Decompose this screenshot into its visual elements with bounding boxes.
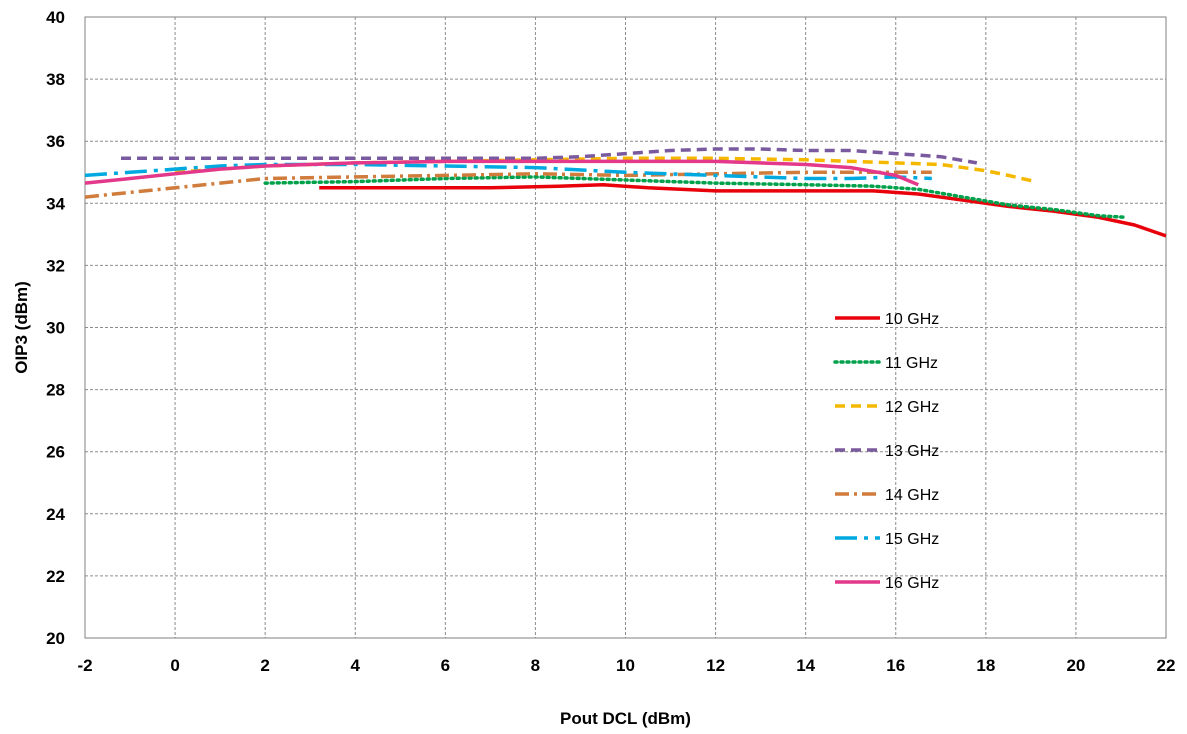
y-axis-label: OIP3 (dBm) xyxy=(12,281,31,374)
legend-label: 12 GHz xyxy=(885,399,939,416)
y-tick-label: 24 xyxy=(46,505,65,524)
y-tick-label: 26 xyxy=(46,443,65,462)
y-tick-label: 20 xyxy=(46,629,65,648)
legend-label: 13 GHz xyxy=(885,443,939,460)
series-line-11-ghz xyxy=(263,175,1128,220)
y-tick-label: 40 xyxy=(46,8,65,27)
x-axis-ticks: -2 0 2 4 6 8 10 12 14 16 18 20 22 xyxy=(77,656,1175,675)
legend-label: 14 GHz xyxy=(885,487,939,504)
legend-label: 15 GHz xyxy=(885,531,939,548)
x-tick-label: 0 xyxy=(170,656,179,675)
y-tick-label: 36 xyxy=(46,132,65,151)
x-tick-label: 22 xyxy=(1157,656,1176,675)
series-layer xyxy=(84,147,1167,238)
x-tick-label: 10 xyxy=(616,656,635,675)
series-line-14-ghz xyxy=(84,170,932,199)
x-tick-label: 16 xyxy=(886,656,905,675)
y-tick-label: 22 xyxy=(46,567,65,586)
series-line-10-ghz xyxy=(319,182,1167,238)
legend-label: 11 GHz xyxy=(885,355,938,372)
y-tick-label: 28 xyxy=(46,381,65,400)
legend: 10 GHz 11 GHz 12 GHz 13 GHz 14 GHz 15 GHz 16 G… xyxy=(833,311,939,592)
grid-lines xyxy=(84,16,1167,639)
y-tick-label: 30 xyxy=(46,319,65,338)
x-tick-label: 20 xyxy=(1066,656,1085,675)
legend-label: 16 GHz xyxy=(885,575,939,592)
plot-area xyxy=(84,16,1167,639)
y-tick-label: 34 xyxy=(46,194,65,213)
y-axis-ticks: 20 22 24 26 28 30 32 34 36 38 40 xyxy=(46,8,65,648)
x-tick-label: 4 xyxy=(351,656,361,675)
x-axis-label: Pout DCL (dBm) xyxy=(560,709,691,728)
x-tick-label: 6 xyxy=(441,656,450,675)
x-tick-label: 12 xyxy=(706,656,725,675)
series-line-13-ghz xyxy=(121,147,978,165)
y-tick-label: 38 xyxy=(46,70,65,89)
x-tick-label: 18 xyxy=(976,656,995,675)
x-tick-label: -2 xyxy=(77,656,92,675)
x-tick-label: 8 xyxy=(531,656,540,675)
x-tick-label: 2 xyxy=(260,656,269,675)
x-tick-label: 14 xyxy=(796,656,815,675)
series-line-16-ghz xyxy=(84,159,919,187)
legend-label: 10 GHz xyxy=(885,311,939,328)
series-line-15-ghz xyxy=(84,162,932,181)
y-tick-label: 32 xyxy=(46,256,65,275)
